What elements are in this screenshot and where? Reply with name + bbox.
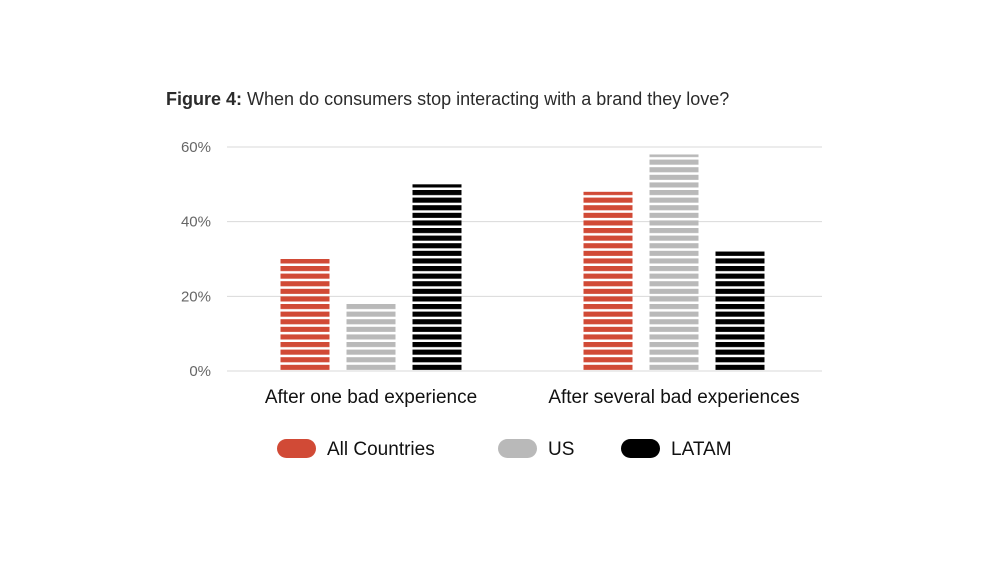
- figure-caption: When do consumers stop interacting with …: [247, 89, 730, 109]
- x-category-label: After several bad experiences: [548, 387, 799, 408]
- bar-us: [346, 303, 396, 371]
- y-tick-label: 20%: [181, 288, 211, 305]
- x-category-label: After one bad experience: [265, 387, 477, 408]
- figure-label: Figure 4:: [166, 89, 243, 109]
- y-tick-label: 0%: [189, 363, 211, 380]
- bar-all-countries: [280, 259, 330, 371]
- legend-swatch: [621, 439, 660, 458]
- legend-label: US: [548, 439, 574, 460]
- legend-label: LATAM: [671, 439, 732, 460]
- legend-swatch: [277, 439, 316, 458]
- bar-latam: [412, 184, 462, 371]
- bar-latam: [715, 251, 765, 371]
- bar-all-countries: [583, 191, 633, 371]
- chart-title: Figure 4: When do consumers stop interac…: [166, 89, 729, 110]
- legend-swatch: [498, 439, 537, 458]
- y-tick-label: 40%: [181, 214, 211, 231]
- bar-us: [649, 154, 699, 371]
- y-tick-label: 60%: [181, 139, 211, 156]
- legend-label: All Countries: [327, 439, 435, 460]
